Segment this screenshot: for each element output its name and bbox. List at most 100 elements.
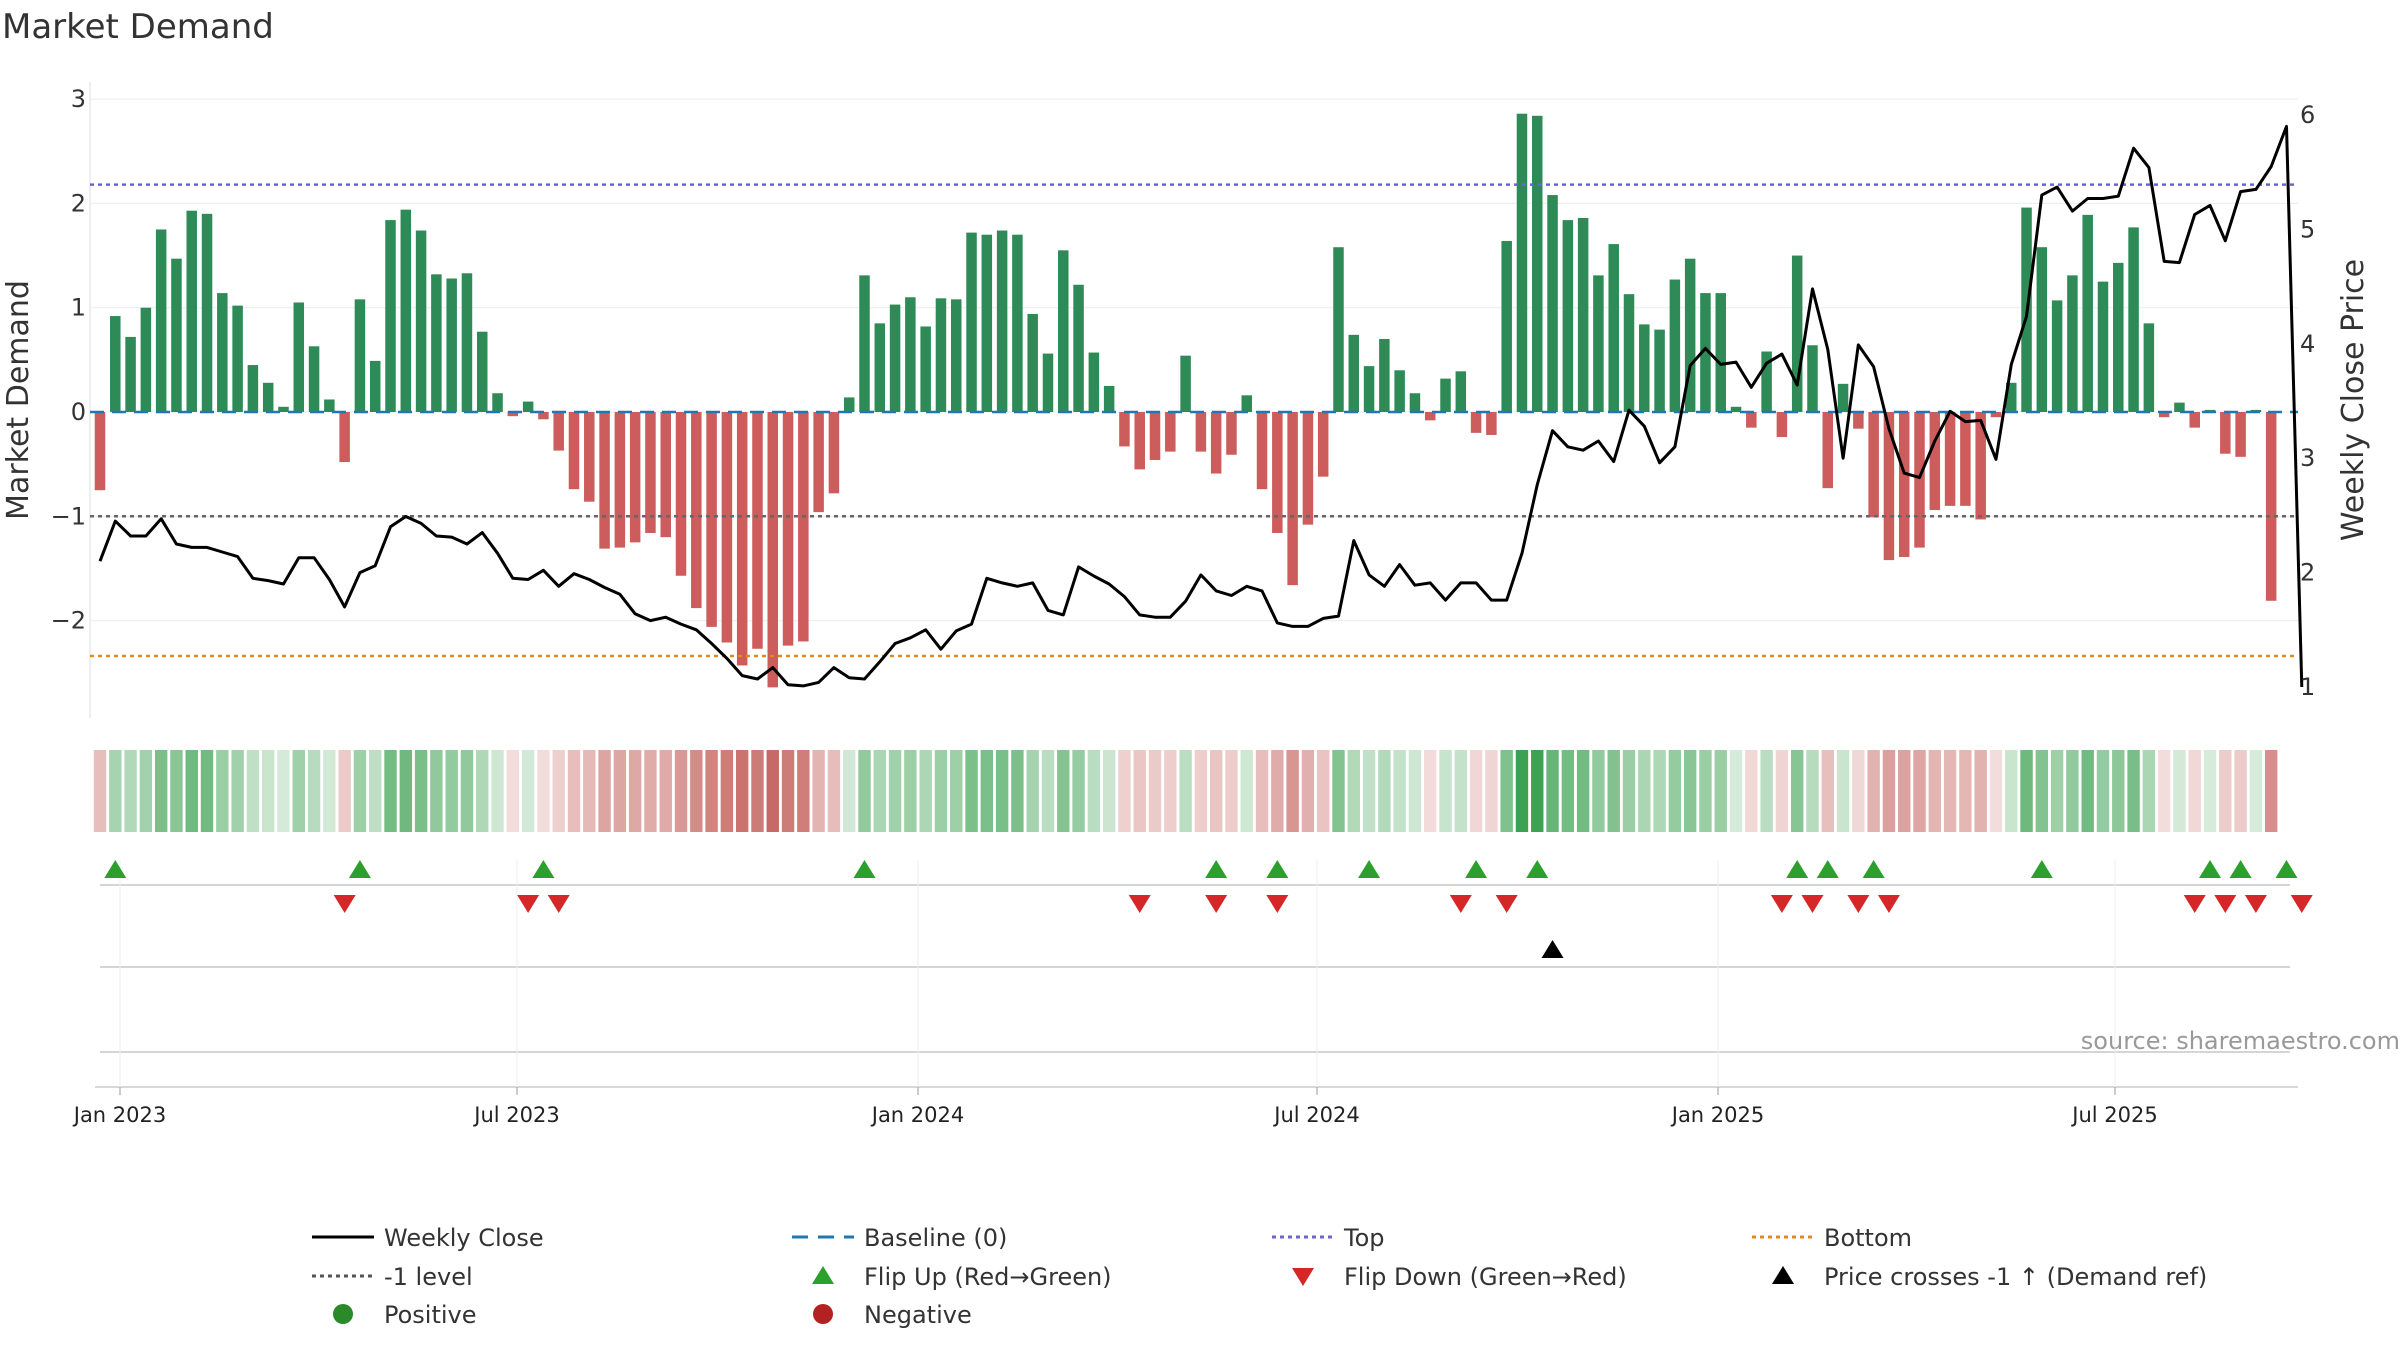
negative-demand-bar: [1776, 412, 1788, 438]
heat-cell: [690, 750, 703, 832]
heat-cell: [2188, 750, 2201, 832]
heat-cell: [261, 750, 275, 832]
heat-cell: [1362, 750, 1376, 832]
positive-demand-bar: [1073, 284, 1084, 412]
negative-demand-bar: [1302, 412, 1314, 525]
positive-demand-bar: [1379, 338, 1390, 412]
heat-cell: [491, 750, 504, 832]
heat-cell: [200, 750, 214, 832]
heat-cell: [1622, 750, 1636, 832]
positive-demand-bar: [155, 229, 167, 412]
positive-demand-bar: [2067, 275, 2078, 412]
heat-cell: [1347, 750, 1360, 832]
heat-cell: [965, 750, 978, 832]
flip-down-marker: [547, 895, 570, 913]
right-y-tick-label: 4: [2300, 330, 2315, 358]
left-y-tick-label: 1: [71, 294, 86, 322]
flip-up-marker: [1465, 860, 1488, 878]
heat-cell: [231, 750, 244, 832]
positive-demand-bar: [859, 275, 870, 412]
heat-cell: [216, 750, 229, 832]
negative-demand-bar: [645, 412, 656, 533]
positive-demand-bar: [1180, 355, 1191, 412]
positive-demand-bar: [966, 232, 977, 412]
positive-demand-bar: [920, 326, 931, 412]
positive-demand-bar: [1363, 366, 1375, 412]
negative-demand-bar: [2265, 412, 2277, 601]
negative-demand-bar: [1944, 412, 1956, 506]
flip-down-marker: [1877, 895, 1900, 913]
heat-cell: [674, 750, 688, 832]
legend-symbol: [812, 1266, 834, 1284]
heat-cell: [506, 750, 520, 832]
negative-demand-bar: [1914, 412, 1925, 548]
flip-markers: [104, 860, 2313, 958]
positive-demand-bar: [1409, 393, 1421, 412]
positive-demand-bar: [1669, 279, 1681, 412]
positive-demand-bar: [125, 336, 136, 412]
positive-demand-bar: [1608, 244, 1619, 412]
heat-cell: [1378, 750, 1391, 832]
chart-title: Market Demand: [2, 7, 274, 47]
heat-cell: [399, 750, 412, 832]
positive-demand-bar: [889, 304, 901, 412]
heat-cell: [384, 750, 397, 832]
flip-up-marker: [1266, 860, 1289, 878]
positive-demand-bar: [981, 234, 993, 412]
legend-label: Bottom: [1824, 1224, 1912, 1252]
negative-demand-bar: [2189, 412, 2200, 428]
heat-cell: [1683, 750, 1697, 832]
heat-cell: [1194, 750, 1208, 832]
negative-demand-bar: [736, 412, 748, 666]
positive-demand-bar: [2128, 227, 2139, 412]
heat-cell: [1561, 750, 1575, 832]
positive-demand-bar: [140, 307, 152, 412]
negative-demand-bar: [1256, 412, 1268, 490]
heat-cell: [521, 750, 535, 832]
negative-demand-bar: [1149, 412, 1161, 460]
negative-demand-bar: [691, 412, 702, 609]
heat-cell: [369, 750, 382, 832]
legend-symbol: [333, 1304, 353, 1324]
negative-demand-bar: [1134, 412, 1145, 470]
flip-down-marker: [1205, 895, 1228, 913]
flip-up-marker: [532, 860, 555, 878]
heat-cell: [1485, 750, 1498, 832]
negative-demand-bar: [2158, 412, 2170, 418]
heat-cell: [1118, 750, 1131, 832]
heat-cell: [2005, 750, 2018, 832]
heat-cell: [1989, 750, 2003, 832]
heat-cell: [460, 750, 474, 832]
flip-down-marker: [1449, 895, 1472, 913]
positive-demand-bar: [1761, 351, 1772, 412]
negative-demand-bar: [782, 412, 794, 646]
positive-demand-bar: [843, 397, 855, 412]
positive-demand-bar: [400, 209, 412, 412]
positive-demand-bar: [324, 399, 335, 412]
heat-cell: [1133, 750, 1146, 832]
heat-cell: [2219, 750, 2232, 832]
positive-demand-bar: [247, 365, 259, 412]
heat-cell: [353, 750, 367, 832]
positive-demand-bar: [1837, 383, 1849, 412]
left-y-tick-label: 3: [71, 85, 86, 113]
flip-down-marker: [517, 895, 540, 913]
x-tick-label: Jan 2023: [72, 1103, 167, 1127]
heat-cell: [1026, 750, 1039, 832]
heat-cell: [751, 750, 764, 832]
heat-cell: [2066, 750, 2079, 832]
positive-demand-bar: [2143, 323, 2155, 412]
heat-cell: [1179, 750, 1192, 832]
flip-up-marker: [1862, 860, 1885, 878]
positive-demand-bar: [1027, 313, 1038, 412]
heat-cell: [888, 750, 902, 832]
heat-cell: [1301, 750, 1315, 832]
heat-cell: [1500, 750, 1513, 832]
heat-cell: [476, 750, 489, 832]
positive-demand-bar: [1058, 250, 1069, 412]
positive-demand-bar: [1012, 234, 1023, 412]
heat-cell: [1011, 750, 1024, 832]
positive-demand-bar: [262, 382, 274, 412]
positive-demand-bar: [1730, 406, 1742, 412]
